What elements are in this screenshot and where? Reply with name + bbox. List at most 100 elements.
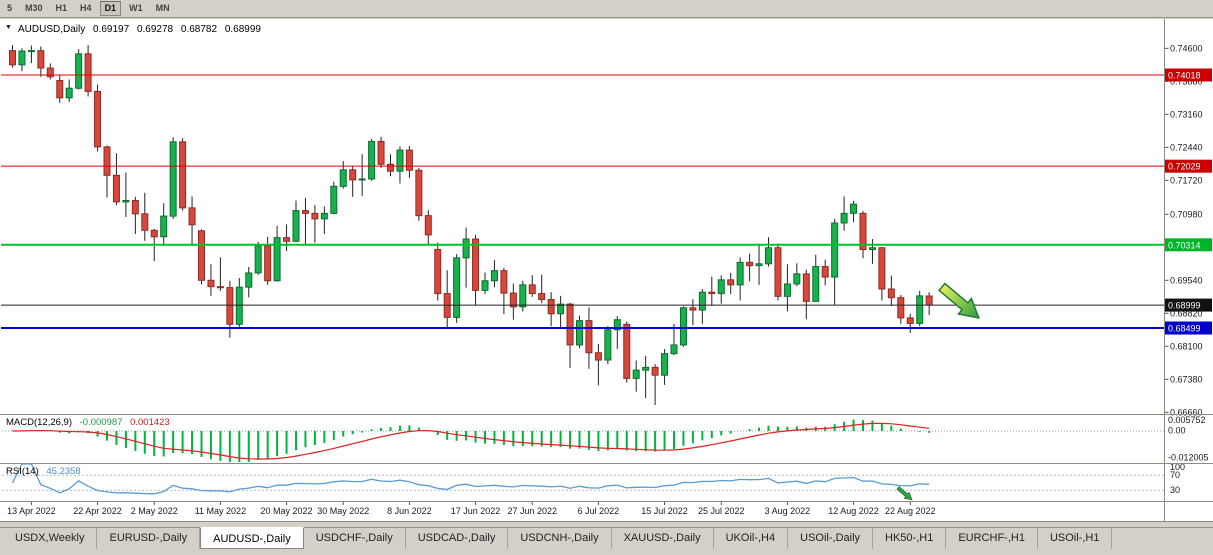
candle-up (292, 210, 300, 242)
chart-title: AUDUSD,Daily 0.69197 0.69278 0.68782 0.6… (18, 24, 266, 35)
candle-down (179, 141, 187, 209)
chart-tab-usoil-h1[interactable]: USOil-,H1 (1038, 528, 1113, 549)
candle-down (434, 249, 442, 295)
candle-down (9, 50, 16, 66)
candle-up (358, 178, 366, 181)
candle-up (717, 279, 725, 295)
candle-up (736, 261, 744, 286)
candle-up (481, 280, 489, 291)
price-lines[interactable] (1, 74, 1165, 330)
chart-tab-audusd-daily[interactable]: AUDUSD-,Daily (200, 527, 304, 549)
candle-down (528, 284, 536, 295)
price-badge-label: 0.70314 (1168, 240, 1201, 250)
x-axis-label: 6 Jul 2022 (578, 506, 620, 516)
y-axis-label: 0.69540 (1170, 275, 1203, 285)
chart-tab-usdx-weekly[interactable]: USDX,Weekly (3, 528, 98, 549)
timeframe-button-5[interactable]: 5 (2, 1, 17, 16)
candle-down (103, 146, 111, 176)
chart-tab-usoil-daily[interactable]: USOil-,Daily (788, 528, 874, 549)
chart-tab-usdchf-daily[interactable]: USDCHF-,Daily (304, 528, 406, 549)
x-axis-label: 13 Apr 2022 (7, 506, 56, 516)
candle-down (802, 273, 810, 302)
chart-tab-usdcad-daily[interactable]: USDCAD-,Daily (406, 528, 509, 549)
candle-up (490, 270, 498, 282)
toolbar: 5 M30 H1 H4 D1 W1 MN (0, 0, 1213, 18)
candle-up (632, 369, 640, 379)
candle-down (264, 245, 272, 282)
candle-down (56, 79, 64, 99)
candle-down (311, 212, 319, 220)
candle-up (18, 50, 26, 66)
price-badge-label: 0.74018 (1168, 71, 1201, 81)
candle-down (547, 299, 555, 315)
y-axis-label: 0.68100 (1170, 341, 1203, 351)
x-axis-label: 2 May 2022 (131, 506, 178, 516)
candle-up (75, 53, 83, 89)
candle-up (245, 272, 253, 288)
candle-up (576, 320, 583, 346)
timeframe-button-m30[interactable]: M30 (20, 1, 48, 16)
chart-tab-ukoil-h4[interactable]: UKOil-,H4 (714, 528, 789, 549)
candle-up (27, 50, 35, 53)
candle-up (368, 140, 376, 180)
chart-tab-usdcnh-daily[interactable]: USDCNH-,Daily (508, 528, 612, 549)
candle-up (330, 185, 338, 214)
candle-down (405, 149, 413, 171)
candle-up (840, 212, 848, 224)
candle-down (746, 261, 754, 267)
chart-tab-eurusd-daily[interactable]: EURUSD-,Daily (97, 528, 201, 549)
chart-tab-hk50-h1[interactable]: HK50-,H1 (873, 528, 947, 549)
candle-down (906, 317, 914, 324)
candle-up (557, 303, 565, 315)
price-badges: 0.74018 0.72029 0.70314 0.68999 0.68499 (1165, 68, 1212, 335)
candle-up (698, 291, 706, 311)
candle-up (670, 344, 678, 355)
x-axis-label: 20 May 2022 (261, 506, 313, 516)
candle-down (821, 266, 829, 278)
chart-tab-eurchf-h1[interactable]: EURCHF-,H1 (946, 528, 1038, 549)
timeframe-button-w1[interactable]: W1 (124, 1, 148, 16)
candle-down (708, 291, 716, 295)
price-badge-label: 0.72029 (1168, 162, 1201, 172)
candle-down (424, 215, 432, 236)
candle-down (283, 237, 291, 242)
timeframe-button-d1[interactable]: D1 (99, 1, 122, 16)
timeframe-button-h4[interactable]: H4 (75, 1, 97, 16)
price-badge (1165, 298, 1212, 312)
ohlc-high: 0.69278 (136, 24, 174, 35)
small-arrow-annotation[interactable] (896, 485, 915, 503)
x-axis: 13 Apr 2022 22 Apr 2022 2 May 2022 11 May 2… (7, 502, 936, 516)
candle-up (320, 212, 328, 220)
candle-down (46, 67, 54, 78)
timeframe-button-mn[interactable]: MN (151, 1, 175, 16)
candle-up (169, 141, 177, 217)
candle-up (783, 283, 791, 297)
macd-axis-label: -0.012005 (1168, 453, 1209, 463)
price-badge (1165, 238, 1212, 252)
price-badge (1165, 68, 1212, 82)
arrow-annotation[interactable] (936, 279, 986, 325)
arrow-down-right-icon[interactable] (936, 279, 986, 325)
macd-label: MACD(12,26,9) -0.000987 0.001423 (6, 417, 170, 428)
macd-axis-label: 0.00 (1168, 426, 1186, 436)
macd-axis-label: 0.005752 (1168, 415, 1206, 425)
chart-tab-xauusd-daily[interactable]: XAUUSD-,Daily (612, 528, 714, 549)
candle-up (850, 203, 858, 214)
candle-down (859, 212, 867, 251)
candle-up (65, 87, 73, 99)
x-axis-label: 27 Jun 2022 (507, 506, 557, 516)
macd-name: MACD(12,26,9) (6, 417, 72, 428)
y-axis-label: 0.73160 (1170, 109, 1203, 119)
y-axis-label: 0.71720 (1170, 175, 1203, 185)
candle-up (793, 273, 801, 285)
collapse-arrow-icon[interactable]: ▼ (5, 24, 12, 31)
timeframe-button-h1[interactable]: H1 (51, 1, 73, 16)
price-badge (1165, 321, 1212, 335)
candle-up (453, 257, 461, 318)
price-badge-label: 0.68999 (1168, 301, 1201, 311)
candle-down (377, 140, 385, 165)
